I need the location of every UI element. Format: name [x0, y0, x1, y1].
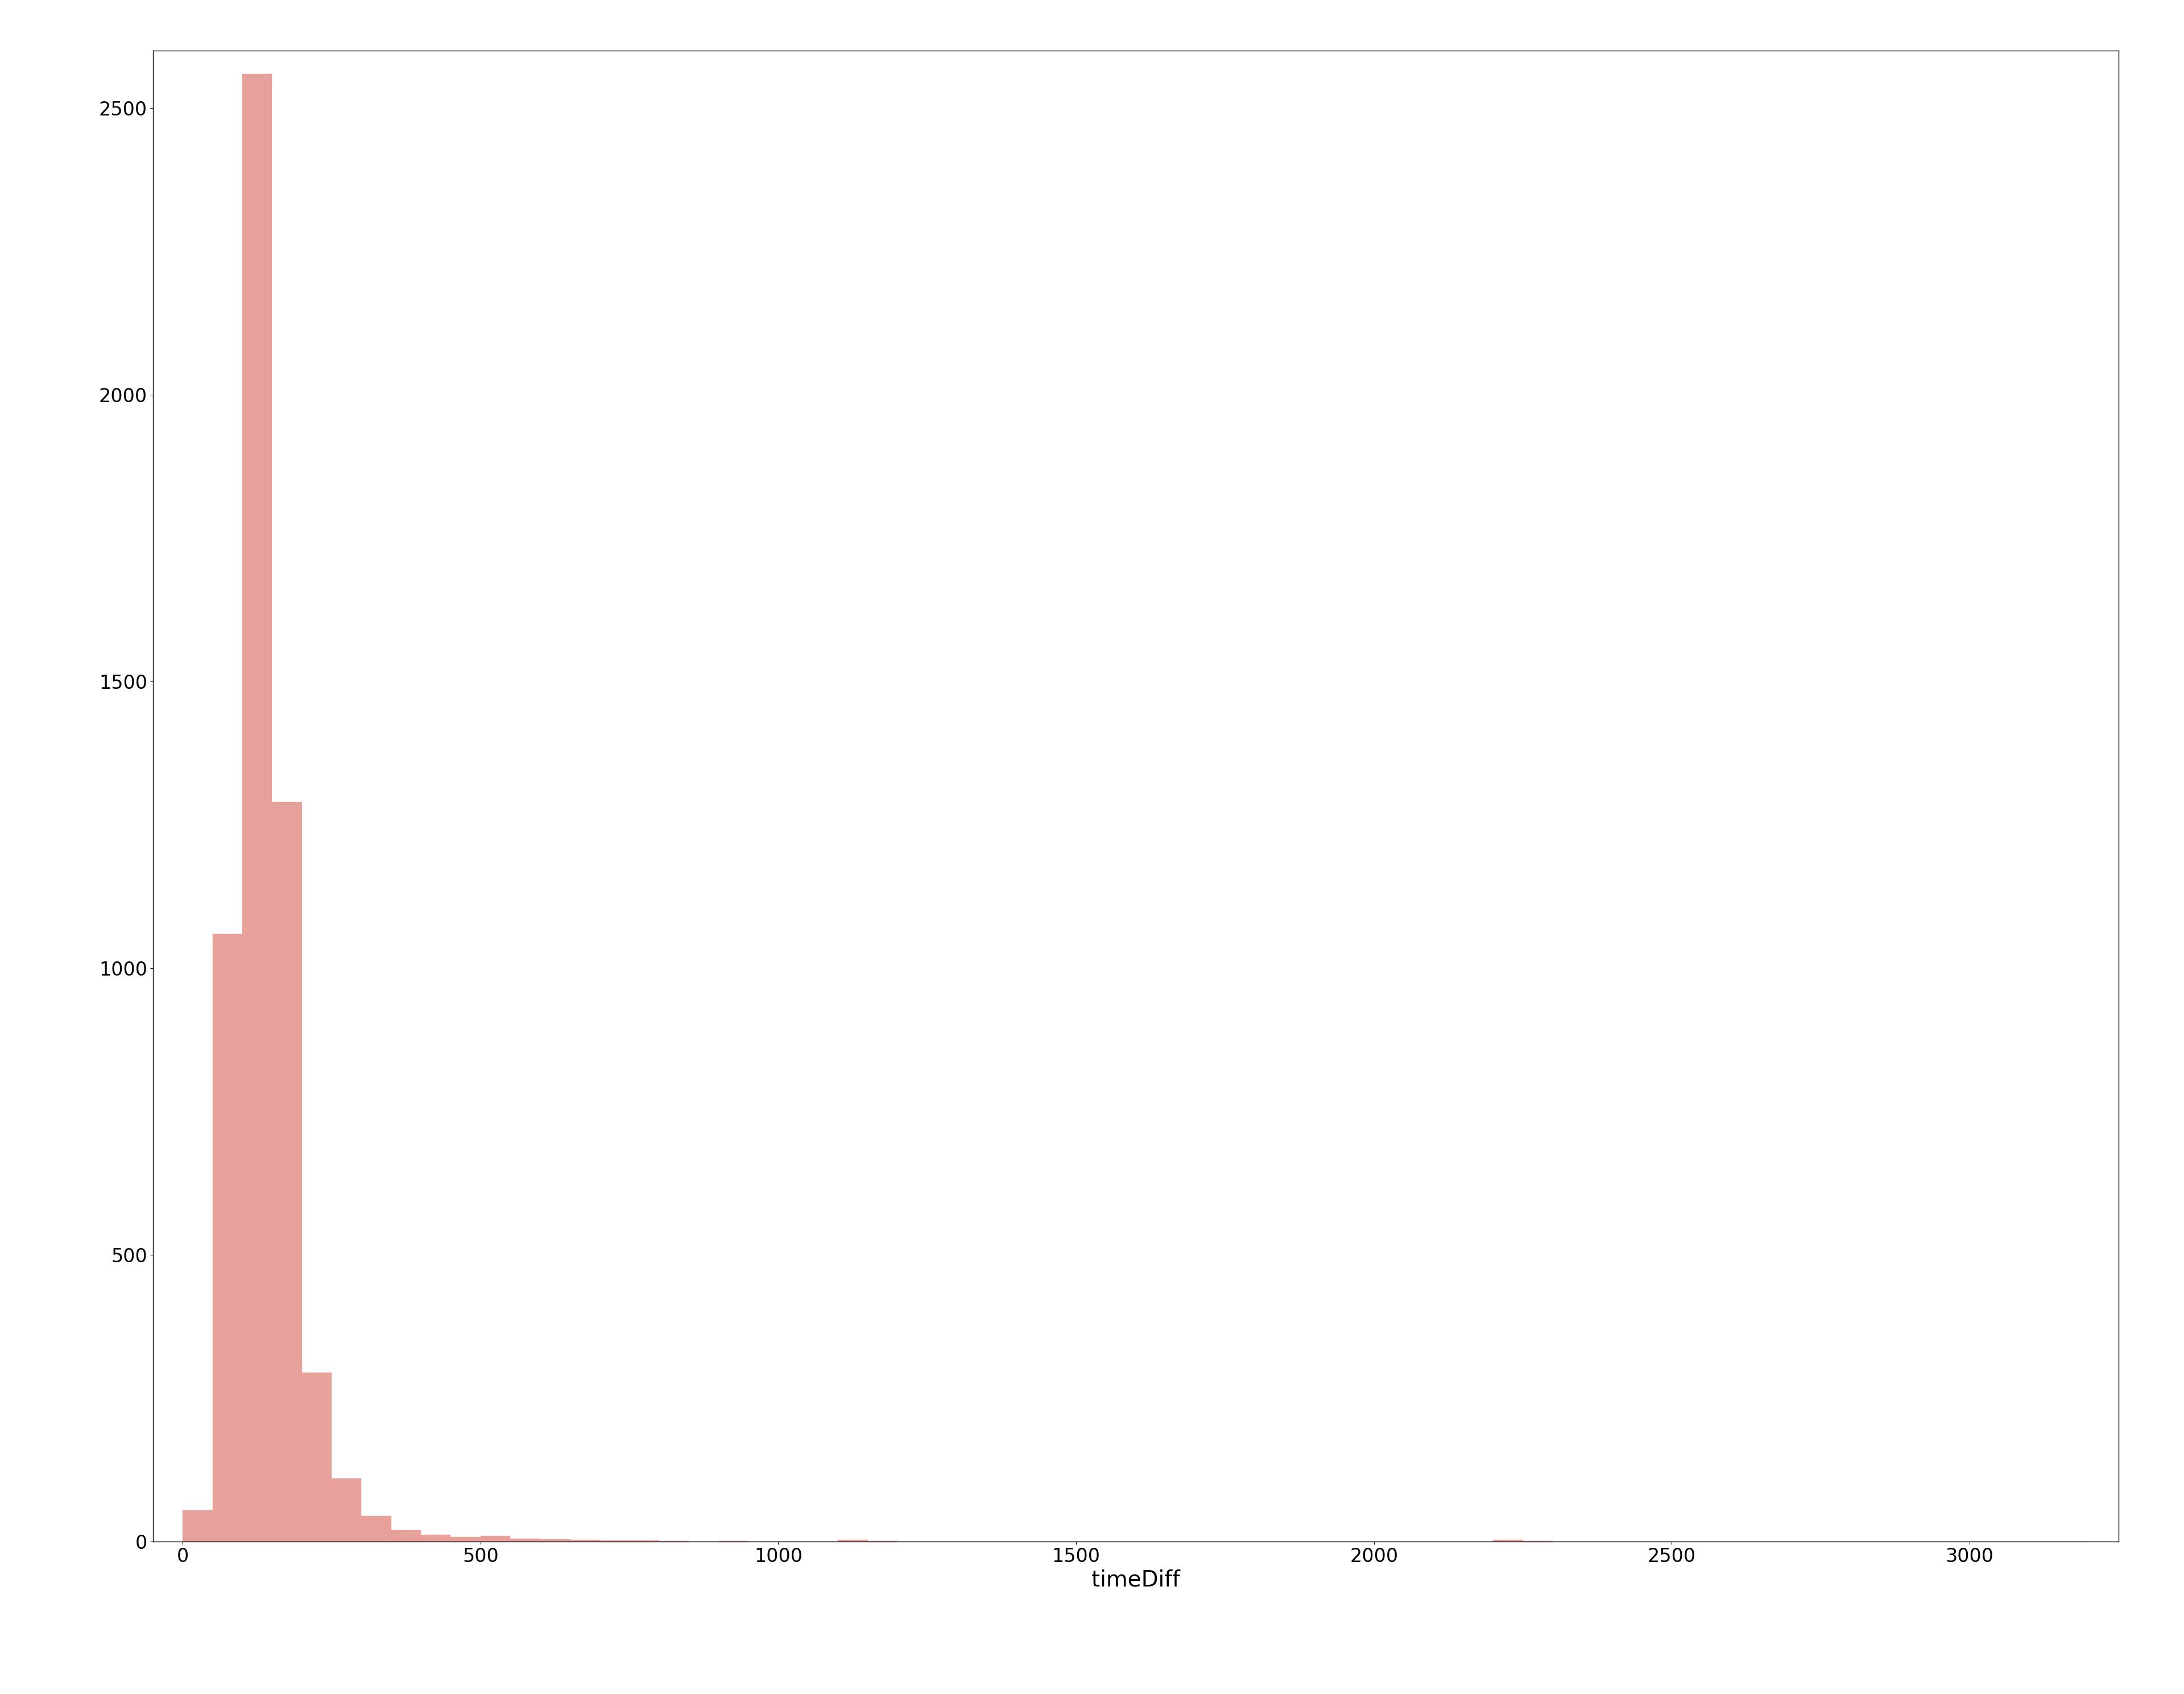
- Bar: [360, 1516, 391, 1542]
- Bar: [839, 1540, 867, 1542]
- Bar: [480, 1536, 511, 1542]
- Bar: [273, 801, 301, 1542]
- Bar: [242, 75, 273, 1542]
- Bar: [183, 1509, 212, 1542]
- Bar: [391, 1530, 422, 1542]
- Bar: [301, 1372, 332, 1542]
- Bar: [332, 1479, 360, 1542]
- Bar: [539, 1540, 570, 1542]
- X-axis label: timeDiff: timeDiff: [1092, 1569, 1179, 1591]
- Bar: [570, 1540, 601, 1542]
- Bar: [511, 1538, 539, 1542]
- Bar: [1494, 1540, 1522, 1542]
- Bar: [212, 933, 242, 1542]
- Bar: [422, 1535, 450, 1542]
- Bar: [450, 1536, 480, 1542]
